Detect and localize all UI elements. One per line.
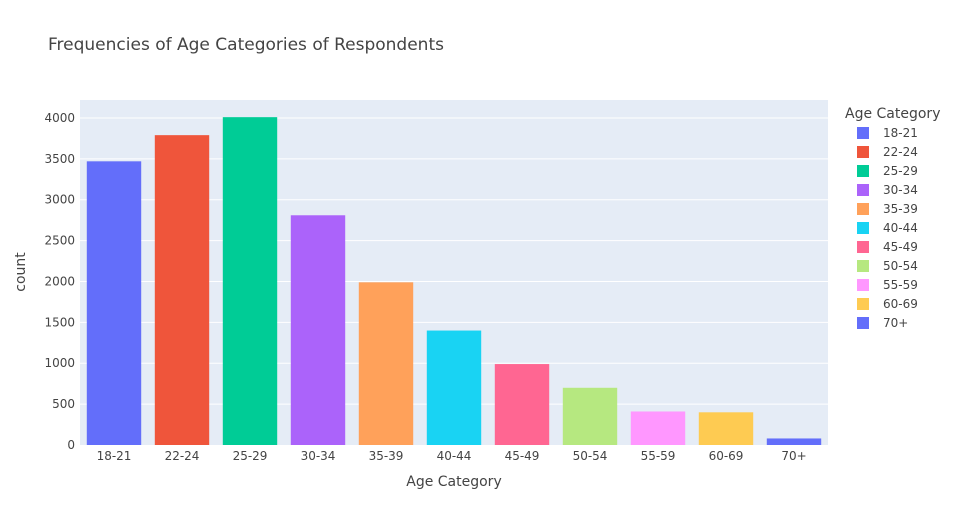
bar-40-44[interactable] bbox=[426, 330, 482, 445]
legend-swatch[interactable] bbox=[857, 317, 869, 329]
legend-item-label[interactable]: 70+ bbox=[883, 316, 908, 330]
x-tick-label: 55-59 bbox=[641, 449, 676, 463]
legend-swatch[interactable] bbox=[857, 165, 869, 177]
bar-30-34[interactable] bbox=[290, 215, 346, 445]
x-axis-ticks: 18-21 22-24 25-29 30-34 35-39 40-44 45-49 50-54… bbox=[97, 449, 807, 463]
legend-swatch[interactable] bbox=[857, 260, 869, 272]
y-tick-label: 1500 bbox=[44, 315, 75, 329]
y-tick-label: 4000 bbox=[44, 111, 75, 125]
bar-70+[interactable] bbox=[766, 438, 822, 445]
legend-swatch[interactable] bbox=[857, 146, 869, 158]
y-tick-label: 0 bbox=[67, 438, 75, 452]
x-tick-label: 45-49 bbox=[505, 449, 540, 463]
x-tick-label: 35-39 bbox=[369, 449, 404, 463]
legend-swatch[interactable] bbox=[857, 241, 869, 253]
y-axis-title: count bbox=[13, 252, 29, 292]
legend-item-label[interactable]: 22-24 bbox=[883, 145, 918, 159]
x-axis-title: Age Category bbox=[406, 474, 501, 490]
y-axis-ticks: 0 500 1000 1500 2000 2500 3000 3500 4000 bbox=[44, 111, 75, 452]
x-tick-label: 60-69 bbox=[709, 449, 744, 463]
legend-swatch[interactable] bbox=[857, 127, 869, 139]
legend-item-label[interactable]: 30-34 bbox=[883, 183, 918, 197]
bar-50-54[interactable] bbox=[562, 387, 618, 445]
x-tick-label: 25-29 bbox=[233, 449, 268, 463]
y-tick-label: 2000 bbox=[44, 274, 75, 288]
legend-item-label[interactable]: 40-44 bbox=[883, 221, 918, 235]
legend-swatch[interactable] bbox=[857, 298, 869, 310]
x-tick-label: 70+ bbox=[781, 449, 806, 463]
y-tick-label: 500 bbox=[52, 397, 75, 411]
bar-55-59[interactable] bbox=[630, 411, 686, 445]
bar-22-24[interactable] bbox=[154, 135, 210, 445]
legend-item-label[interactable]: 60-69 bbox=[883, 297, 918, 311]
legend-item-label[interactable]: 18-21 bbox=[883, 126, 918, 140]
chart-title: Frequencies of Age Categories of Respond… bbox=[48, 35, 444, 55]
legend-swatch[interactable] bbox=[857, 184, 869, 196]
legend-item-label[interactable]: 50-54 bbox=[883, 259, 918, 273]
legend: Age Category 18-21 22-24 25-29 30-34 35-39 40… bbox=[845, 106, 940, 330]
legend-item-label[interactable]: 35-39 bbox=[883, 202, 918, 216]
legend-swatch[interactable] bbox=[857, 279, 869, 291]
x-tick-label: 40-44 bbox=[437, 449, 472, 463]
y-tick-label: 3500 bbox=[44, 152, 75, 166]
bars bbox=[86, 117, 822, 445]
x-tick-label: 30-34 bbox=[301, 449, 336, 463]
bar-60-69[interactable] bbox=[698, 412, 754, 445]
x-tick-label: 18-21 bbox=[97, 449, 132, 463]
bar-18-21[interactable] bbox=[86, 161, 142, 445]
bar-35-39[interactable] bbox=[358, 282, 414, 445]
legend-item-label[interactable]: 25-29 bbox=[883, 164, 918, 178]
bar-45-49[interactable] bbox=[494, 364, 550, 445]
legend-swatch[interactable] bbox=[857, 203, 869, 215]
y-tick-label: 3000 bbox=[44, 193, 75, 207]
legend-item-label[interactable]: 45-49 bbox=[883, 240, 918, 254]
legend-title: Age Category bbox=[845, 106, 940, 122]
y-tick-label: 2500 bbox=[44, 234, 75, 248]
x-tick-label: 22-24 bbox=[165, 449, 200, 463]
legend-swatch[interactable] bbox=[857, 222, 869, 234]
y-tick-label: 1000 bbox=[44, 356, 75, 370]
legend-item-label[interactable]: 55-59 bbox=[883, 278, 918, 292]
x-tick-label: 50-54 bbox=[573, 449, 608, 463]
bar-25-29[interactable] bbox=[222, 117, 278, 445]
